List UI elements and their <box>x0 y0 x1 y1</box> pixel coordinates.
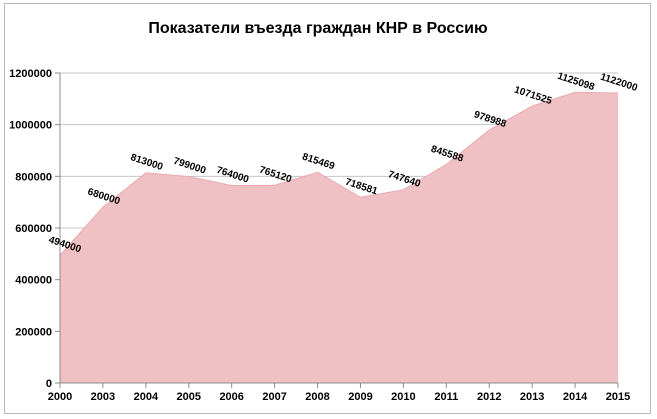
x-tick-label: 2006 <box>219 391 243 403</box>
area-fill <box>60 92 618 383</box>
y-tick-label: 0 <box>46 378 52 390</box>
x-tick-label: 2013 <box>520 391 544 403</box>
axes <box>59 73 618 388</box>
y-tick-label: 400000 <box>15 275 52 287</box>
chart-title: Показатели въезда граждан КНР в Россию <box>148 20 488 37</box>
x-tick-label: 2015 <box>606 391 630 403</box>
x-axis-ticks: 2000 2003 2004 2005 2006 2007 2008 2009 2010 2011… <box>48 383 630 403</box>
data-label: 799000 <box>172 156 208 177</box>
x-tick-label: 2012 <box>477 391 501 403</box>
data-label: 680000 <box>86 187 122 208</box>
x-tick-label: 2000 <box>48 391 72 403</box>
data-label: 1122000 <box>599 72 639 94</box>
x-tick-label: 2005 <box>177 391 201 403</box>
x-tick-label: 2004 <box>134 391 159 403</box>
x-tick-label: 2011 <box>434 391 458 403</box>
data-label: 1071525 <box>513 85 554 108</box>
plot-area <box>59 91 619 383</box>
y-tick-label: 1000000 <box>9 120 52 132</box>
data-label: 765120 <box>258 165 294 186</box>
x-tick-label: 2009 <box>348 391 372 403</box>
x-tick-label: 2014 <box>563 391 588 403</box>
area-line <box>59 91 619 256</box>
data-label: 845588 <box>430 144 466 165</box>
x-tick-label: 2010 <box>391 391 415 403</box>
x-tick-label: 2008 <box>305 391 329 403</box>
y-tick-label: 600000 <box>15 223 52 235</box>
data-label: 747640 <box>387 169 423 190</box>
data-label: 815469 <box>301 152 337 173</box>
y-axis-ticks: 0 200000 400000 600000 800000 1000000 1200000 <box>9 68 60 390</box>
y-tick-label: 1200000 <box>9 68 52 80</box>
data-label: 813000 <box>129 152 165 173</box>
data-label: 1125098 <box>556 71 596 93</box>
y-tick-label: 800000 <box>15 171 52 183</box>
x-tick-label: 2003 <box>91 391 115 403</box>
x-tick-label: 2007 <box>262 391 286 403</box>
data-label: 978988 <box>472 109 508 130</box>
y-tick-label: 200000 <box>15 326 52 338</box>
